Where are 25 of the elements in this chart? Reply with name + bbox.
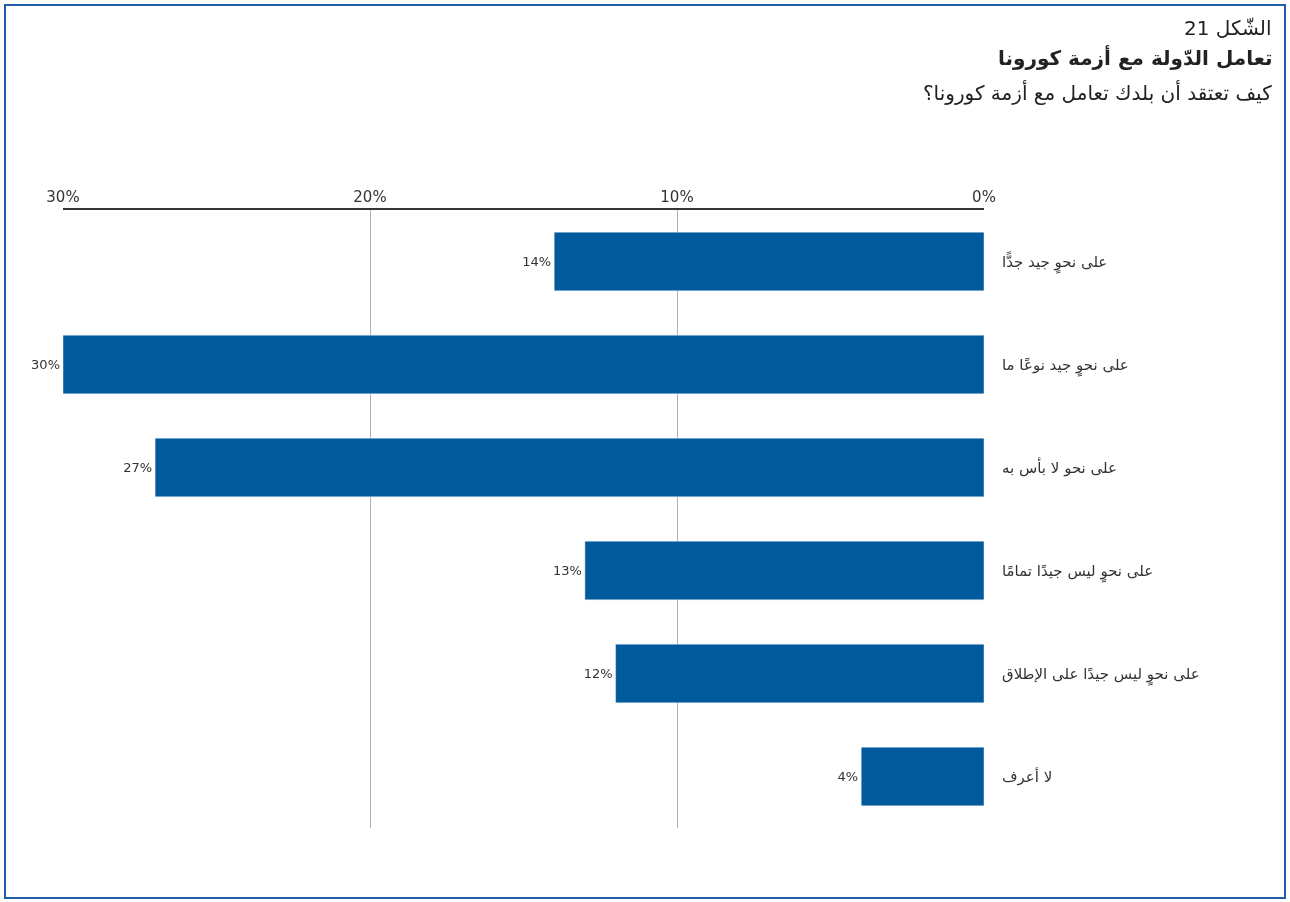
- bar: [154, 437, 984, 498]
- y-tick-label: على نحوٍ ليس جيدًا على الإطلاق: [1002, 664, 1200, 687]
- bar: [553, 231, 984, 292]
- bar: [584, 540, 984, 601]
- x-tick-label: 30%: [46, 188, 80, 206]
- bar: [860, 746, 984, 807]
- bar: [63, 334, 984, 395]
- data-label: 30%: [31, 357, 60, 373]
- data-label: 27%: [123, 460, 153, 476]
- x-tick-label: 0%: [972, 188, 996, 206]
- x-tick-label: 10%: [660, 188, 694, 206]
- data-label: 4%: [837, 769, 859, 785]
- data-label: 13%: [552, 563, 582, 579]
- text: كيف تعتقد أن بلدك تعامل مع أزمة كورونا؟: [923, 80, 1273, 105]
- y-tick-label: على نحوٍ جيد نوعًا ما: [1002, 355, 1129, 378]
- data-label: 14%: [522, 254, 552, 269]
- text: تعامل الدّولة مع أزمة كورونا: [998, 44, 1273, 70]
- y-tick-label: لا أعرف: [1002, 766, 1053, 786]
- y-tick-label: على نحوٍ جيد جدًّا: [1002, 251, 1108, 275]
- y-tick-label: على نحوٍ ليس جيدًا تمامًا: [1002, 561, 1154, 584]
- text: الشّكل 21: [1184, 16, 1272, 40]
- bar: [615, 643, 984, 704]
- y-tick-label: على نحو لا بأس به: [1002, 456, 1117, 477]
- x-tick-label: 20%: [353, 188, 387, 206]
- data-label: 12%: [583, 666, 613, 682]
